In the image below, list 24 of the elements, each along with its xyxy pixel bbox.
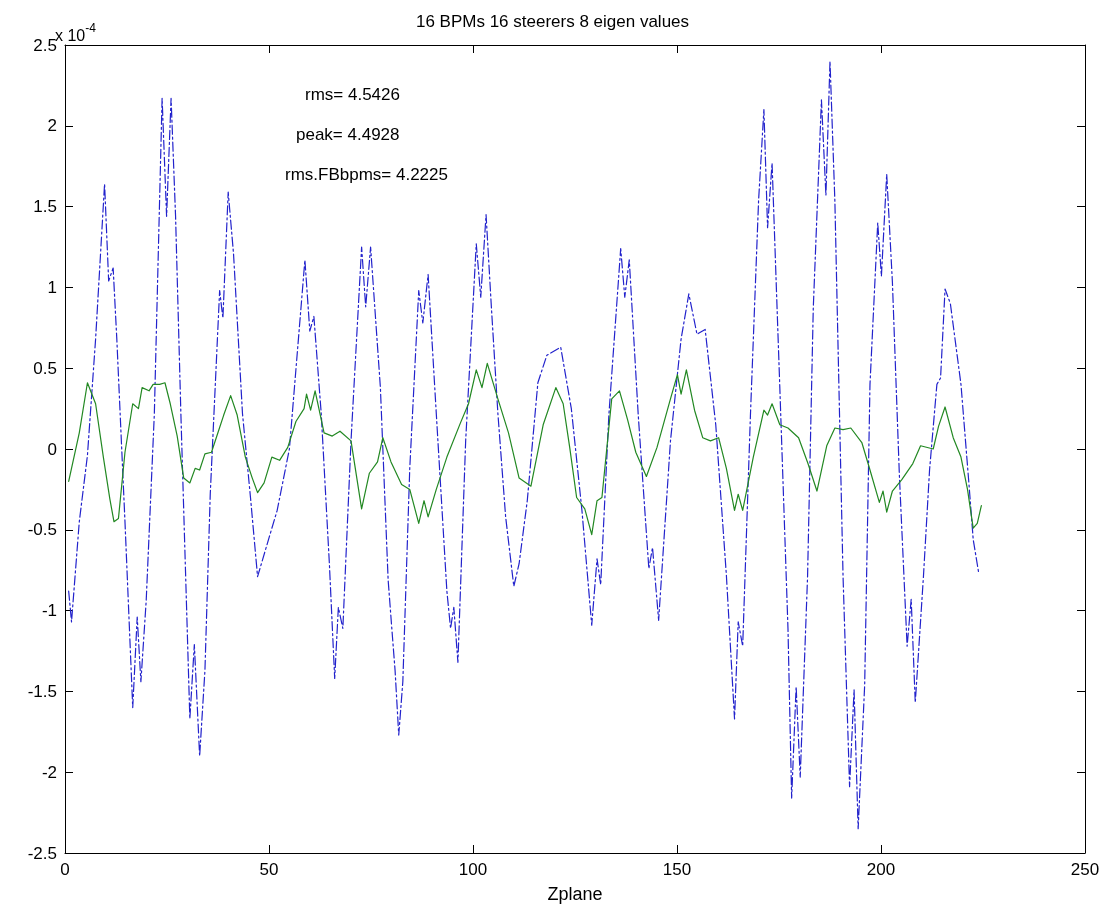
line-series <box>68 362 982 536</box>
line-series <box>68 60 980 830</box>
y-tick-label: -2 <box>41 762 57 782</box>
annotation: rms= 4.5426 <box>305 85 400 104</box>
y-tick-label: -1 <box>41 601 57 621</box>
annotation: rms.FBbpms= 4.2225 <box>285 165 448 184</box>
x-tick-label: 200 <box>866 860 896 879</box>
x-tick-label: 250 <box>1070 860 1100 879</box>
annotation: peak= 4.4928 <box>296 125 400 144</box>
y-tick-label: 2.5 <box>33 35 57 55</box>
x-tick-label: 0 <box>60 860 70 879</box>
y-tick-label: -1.5 <box>27 681 57 701</box>
y-tick-label: 1 <box>47 277 57 297</box>
x-axis-title: Zplane <box>547 884 603 904</box>
y-tick-label: 2 <box>47 116 57 136</box>
y-tick-label: 0 <box>47 439 57 459</box>
x-tick-label: 150 <box>662 860 692 879</box>
chart-title: 16 BPMs 16 steerers 8 eigen values <box>415 12 690 31</box>
x-tick-label: 100 <box>458 860 488 879</box>
y-tick-label: -0.5 <box>27 520 57 540</box>
y-tick-label: 1.5 <box>33 197 57 217</box>
y-tick-label: -2.5 <box>27 843 57 863</box>
y-tick-label: 0.5 <box>33 358 57 378</box>
x-tick-label: 50 <box>259 860 279 879</box>
